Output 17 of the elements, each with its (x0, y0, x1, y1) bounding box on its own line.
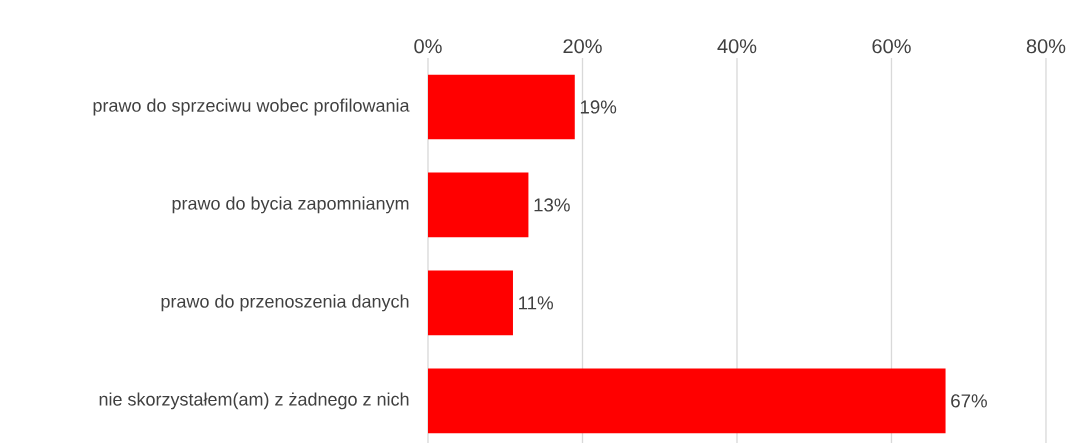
y-tick-label: prawo do przenoszenia danych (161, 294, 409, 312)
y-tick-label: nie skorzystałem(am) z żadnego z nich (99, 392, 409, 410)
x-tick-label: 20% (563, 39, 602, 54)
bar (428, 270, 513, 336)
y-tick-label: prawo do sprzeciwu wobec profilowania (93, 98, 410, 116)
bar (428, 368, 946, 434)
data-label: 13% (534, 198, 570, 212)
bar (428, 74, 575, 140)
bar (428, 172, 529, 238)
data-label: 11% (519, 296, 553, 310)
x-tick-label: 60% (872, 39, 911, 54)
x-tick-label: 0% (414, 39, 442, 54)
x-tick-label: 80% (1026, 39, 1066, 54)
data-label: 19% (580, 100, 617, 114)
x-tick-label: 40% (717, 39, 757, 54)
data-label: 67% (951, 394, 987, 408)
y-tick-label: prawo do bycia zapomnianym (172, 196, 409, 214)
